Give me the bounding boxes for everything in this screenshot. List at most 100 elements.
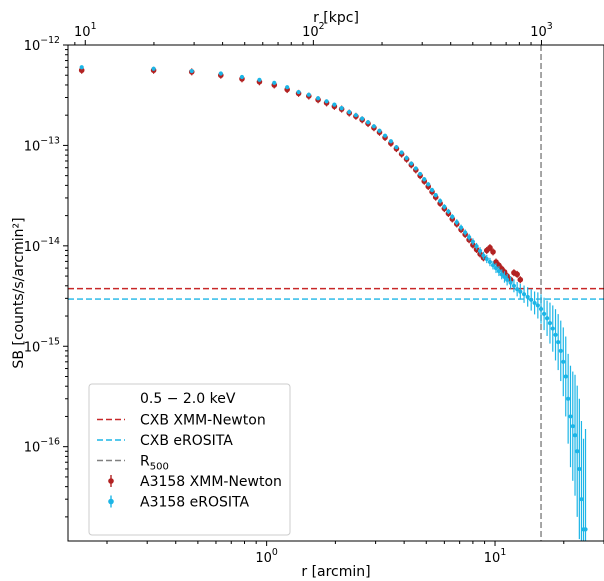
series-1-point-0 <box>79 65 84 70</box>
series-1-point-62 <box>541 311 547 317</box>
series-0-point-55 <box>517 276 524 283</box>
series-1-point-58 <box>529 297 534 302</box>
series-1-point-46 <box>490 263 496 268</box>
series-1-point-43 <box>481 253 486 258</box>
legend-label-3: A3158 XMM-Newton <box>140 474 282 490</box>
x-tick-label-1: 101 <box>484 547 507 566</box>
series-1-point-5 <box>257 77 262 82</box>
legend-label-2: R500 <box>140 454 169 473</box>
series-1-point-32 <box>438 198 443 204</box>
series-1-point-77 <box>579 497 584 502</box>
series-1-point-40 <box>470 239 475 244</box>
series-1-point-68 <box>558 348 563 353</box>
series-1-point-19 <box>377 128 382 133</box>
series-1-point-34 <box>446 209 451 214</box>
x-axis-label: r [arcmin] <box>301 564 370 580</box>
top-x-tick-label-1: 102 <box>302 21 325 40</box>
series-1-point-27 <box>418 171 423 177</box>
series-1-point-69 <box>561 359 566 364</box>
series-1-point-45 <box>487 259 493 265</box>
series-1-point-48 <box>496 269 502 274</box>
series-1-point-30 <box>429 187 435 193</box>
series-1-point-50 <box>502 274 507 280</box>
legend-title: 0.5 − 2.0 keV <box>140 391 236 407</box>
legend-swatch-4 <box>108 498 114 505</box>
series-1-point-14 <box>347 109 352 115</box>
series-1-point-42 <box>477 248 483 254</box>
top-x-tick-label-0: 101 <box>74 21 97 40</box>
series-1-point-23 <box>399 150 404 155</box>
series-1-point-15 <box>353 113 359 118</box>
series-1-point-28 <box>422 177 427 182</box>
series-0-point-54 <box>514 271 520 278</box>
series-1-point-17 <box>365 120 371 125</box>
series-1-point-10 <box>315 96 321 101</box>
legend-swatch-3 <box>108 478 114 484</box>
x-tick-label-0: 100 <box>255 547 278 566</box>
series-1-point-12 <box>332 102 337 107</box>
series-1-point-37 <box>458 225 464 230</box>
series-1-point-38 <box>463 230 468 235</box>
series-1-point-41 <box>474 244 479 249</box>
series-1-point-7 <box>285 85 290 90</box>
y-tick-label-0: 10−12 <box>24 35 60 54</box>
series-1-point-16 <box>360 116 365 121</box>
axes-frame <box>67 44 604 542</box>
legend-label-1: CXB eROSITA <box>140 433 233 449</box>
series-1-point-8 <box>296 89 301 95</box>
series-1-point-13 <box>339 106 344 111</box>
series-1-point-64 <box>547 321 553 326</box>
series-1-point-2 <box>189 68 194 74</box>
series-1-point-54 <box>515 287 520 292</box>
series-1-point-21 <box>388 139 393 144</box>
series-1-point-76 <box>577 466 582 472</box>
legend-label-4: A3158 eROSITA <box>140 495 249 511</box>
series-1-point-63 <box>544 316 550 321</box>
legend-box <box>88 383 291 536</box>
series-1-point-61 <box>538 306 544 312</box>
series-1-point-57 <box>525 294 530 300</box>
series-1-point-1 <box>151 66 156 71</box>
series-1-point-29 <box>426 182 431 187</box>
series-1-point-39 <box>467 235 472 240</box>
series-1-point-33 <box>442 204 447 209</box>
series-1-point-9 <box>306 92 311 97</box>
series-1-point-52 <box>508 280 513 285</box>
series-1-point-11 <box>324 99 329 104</box>
series-1-point-79 <box>583 527 588 532</box>
series-0-point-45 <box>487 244 493 251</box>
series-1-point-75 <box>575 449 580 454</box>
y-axis-label: SB [counts/s/arcmin²] <box>11 217 27 368</box>
series-1-point-35 <box>450 214 455 219</box>
series-1-point-74 <box>572 433 578 438</box>
series-1-point-36 <box>454 220 459 225</box>
series-1-point-55 <box>518 289 523 294</box>
series-1-point-59 <box>532 300 537 306</box>
series-1-point-67 <box>556 340 561 345</box>
series-1-point-66 <box>553 332 558 337</box>
series-1-point-6 <box>272 80 277 85</box>
series-1-point-22 <box>394 145 399 150</box>
series-1-point-70 <box>563 374 568 379</box>
y-tick-label-1: 10−13 <box>24 135 60 154</box>
series-0-point-0 <box>78 67 85 74</box>
series-1-point-20 <box>382 133 388 138</box>
series-1-point-73 <box>570 424 575 429</box>
series-1-point-3 <box>218 71 223 76</box>
series-1-point-65 <box>550 326 555 331</box>
y-tick-label-4: 10−16 <box>24 437 60 456</box>
series-0-point-46 <box>490 249 496 255</box>
series-1-point-24 <box>404 155 409 161</box>
series-1-point-31 <box>433 193 438 198</box>
series-1-point-49 <box>499 272 504 277</box>
series-1-point-18 <box>371 124 377 129</box>
plot-area <box>68 45 604 541</box>
series-1-point-60 <box>535 303 540 308</box>
series-1-point-47 <box>493 266 499 271</box>
top-x-axis-label: r [kpc] <box>313 10 359 26</box>
series-1-point-44 <box>484 256 489 262</box>
series-1-point-25 <box>409 161 414 166</box>
axes: 100 101 101 102 103 10−12 10−13 10−14 10−15 10−16… <box>11 10 604 580</box>
legend: 0.5 − 2.0 keV CXB XMM-Newton CXB eROSITA R5… <box>88 383 291 536</box>
